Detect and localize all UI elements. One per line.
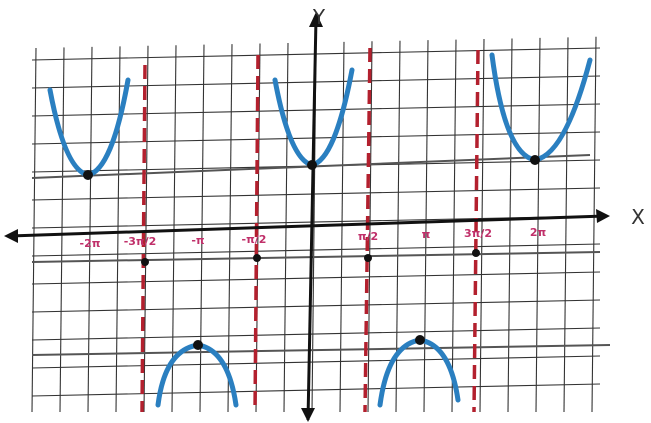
guide-line	[32, 345, 610, 355]
tick-label: π/2	[358, 230, 378, 243]
curve	[50, 80, 128, 175]
point	[83, 170, 93, 180]
y-axis-label: Y	[312, 5, 326, 29]
grid-line	[424, 40, 428, 412]
point	[472, 249, 480, 257]
grid-line	[340, 42, 344, 412]
point	[193, 340, 203, 350]
point	[141, 258, 149, 266]
y-axis	[308, 18, 316, 420]
tick-label: -π	[191, 234, 205, 247]
page: {"axes": {"x_label": "X", "y_label": "Y"…	[0, 0, 651, 423]
point	[530, 155, 540, 165]
grid-line	[60, 47, 64, 412]
x-axis	[10, 216, 605, 236]
grid-line	[536, 38, 540, 412]
tick-label: 3π/2	[464, 227, 492, 240]
tick-label: -π/2	[242, 233, 267, 246]
grid-line	[144, 46, 148, 412]
curve	[158, 345, 236, 405]
point	[364, 254, 372, 262]
curve	[492, 55, 590, 160]
grid-line	[32, 384, 600, 396]
grid-line	[480, 39, 484, 412]
graph: Y X -2π -3π/2 -π -π/2 π/2 π 3π/2 2π	[0, 0, 651, 423]
grid-line	[32, 48, 36, 412]
grid-line	[116, 46, 120, 412]
tick-label: π	[422, 228, 431, 241]
point	[415, 335, 425, 345]
arrowhead	[596, 209, 610, 223]
arrowhead	[301, 408, 315, 422]
arrowhead	[4, 229, 18, 243]
grid-line	[32, 104, 600, 116]
tick-label: 2π	[530, 226, 547, 239]
x-axis-label: X	[631, 205, 645, 229]
grid-line	[452, 40, 456, 412]
grid-line	[32, 188, 600, 200]
tick-label: -2π	[80, 237, 101, 250]
grid-line	[32, 356, 600, 368]
grid-line	[564, 37, 568, 412]
grid-line	[88, 47, 92, 412]
point	[253, 254, 261, 262]
tick-label: -3π/2	[124, 235, 157, 248]
grid-line	[508, 38, 512, 412]
point	[307, 160, 317, 170]
